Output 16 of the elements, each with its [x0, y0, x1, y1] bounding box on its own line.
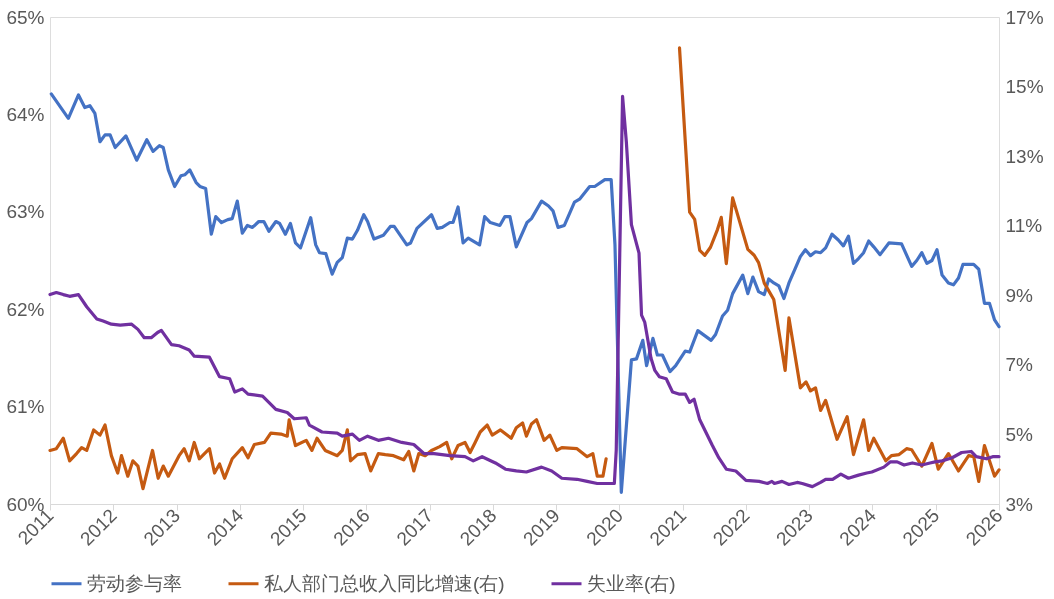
legend-label: 失业率(右) — [587, 572, 676, 594]
y2-tick-label: 5% — [1005, 423, 1034, 445]
y2-tick-label: 17% — [1005, 6, 1044, 28]
legend-label: 劳动参与率 — [87, 572, 182, 594]
y-tick-label: 61% — [6, 396, 45, 418]
y-tick-label: 63% — [6, 201, 45, 223]
y2-tick-label: 13% — [1005, 145, 1044, 167]
y-tick-label: 62% — [6, 298, 45, 320]
y-tick-label: 65% — [6, 6, 45, 28]
y-tick-label: 64% — [6, 103, 45, 125]
y2-tick-label: 9% — [1005, 284, 1034, 306]
legend-label: 私人部门总收入同比增速(右) — [264, 572, 505, 594]
y2-tick-label: 11% — [1005, 215, 1043, 237]
y2-tick-label: 3% — [1005, 493, 1034, 515]
y2-tick-label: 7% — [1005, 354, 1034, 376]
y2-tick-label: 15% — [1005, 76, 1044, 98]
